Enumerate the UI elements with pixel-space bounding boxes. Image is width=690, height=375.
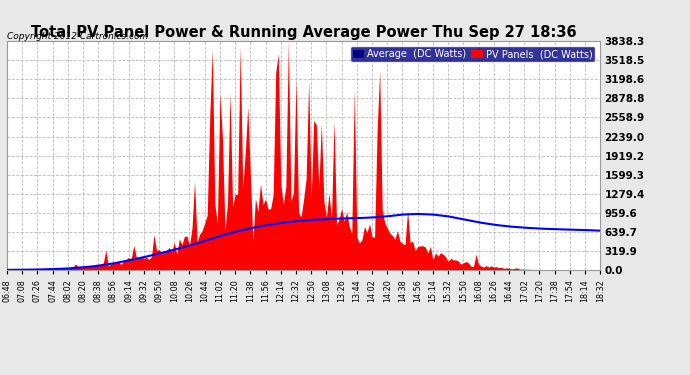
Legend: Average  (DC Watts), PV Panels  (DC Watts): Average (DC Watts), PV Panels (DC Watts)	[350, 46, 595, 62]
Title: Total PV Panel Power & Running Average Power Thu Sep 27 18:36: Total PV Panel Power & Running Average P…	[31, 25, 576, 40]
Text: Copyright 2012 Cartronics.com: Copyright 2012 Cartronics.com	[7, 32, 148, 41]
